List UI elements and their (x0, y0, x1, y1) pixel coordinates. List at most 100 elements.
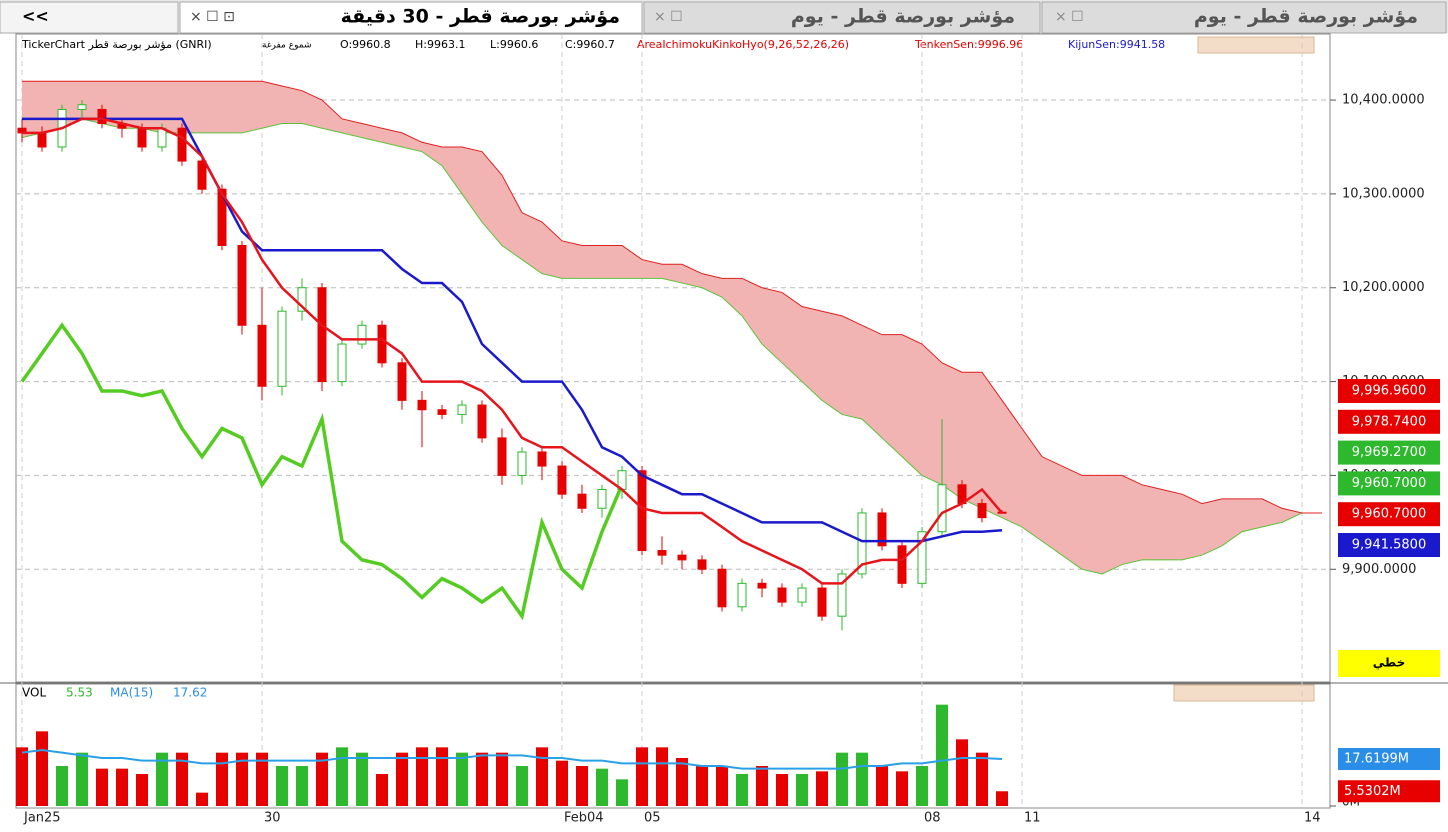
volume-bar (756, 766, 768, 806)
cloud-fill (722, 278, 742, 316)
header-low: L:9960.6 (490, 38, 538, 51)
candle-body (897, 545, 907, 584)
tab-icons: × ☐ (654, 9, 683, 25)
volume-bar (556, 760, 568, 806)
tenkan-line (22, 117, 1003, 585)
candle-body (417, 399, 427, 411)
y-tick-label: 10,400.0000 (1342, 93, 1425, 108)
y-tick-label: 10,300.0000 (1342, 186, 1425, 201)
cloud-fill (1162, 489, 1182, 560)
candle-body (677, 554, 687, 561)
volume-bar (376, 774, 388, 806)
cloud-fill (782, 292, 802, 382)
volume-bar (656, 747, 668, 806)
header-indicator: AreaIchimokuKinkoHyo(9,26,52,26,26) (637, 38, 849, 51)
cloud-fill (122, 81, 142, 129)
tab-active[interactable] (179, 1, 643, 34)
candle-body (977, 503, 987, 519)
candle-body (777, 587, 787, 603)
cloud-fill (1002, 400, 1022, 528)
ma-title: MA(15) (110, 686, 153, 700)
volume-bar (696, 766, 708, 806)
price-panel (15, 33, 1331, 683)
price-label: 9,941.5800 (1352, 538, 1426, 553)
price-label-box (1338, 379, 1440, 403)
cloud-fill (942, 362, 962, 499)
price-label: 9,960.7000 (1352, 507, 1426, 522)
volume-bar (136, 774, 148, 806)
volume-bar (56, 766, 68, 806)
cloud-fill (542, 222, 562, 279)
header-kijun: KijunSen:9941.58 (1068, 38, 1165, 51)
cloud-fill (62, 81, 82, 129)
cloud-fill (342, 118, 362, 138)
cloud-fill (682, 264, 702, 288)
cloud-fill (1202, 498, 1222, 556)
tab-title: مؤشر بورصة قطر - يوم (1194, 6, 1418, 28)
candle-body (577, 493, 587, 509)
volume-bar (16, 747, 28, 806)
volume-bar (416, 747, 428, 806)
vol-value: 5.53 (66, 686, 93, 700)
cloud-fill (1222, 498, 1242, 546)
volume-bar (496, 752, 508, 806)
cloud-fill (922, 344, 942, 485)
cloud-fill (22, 81, 42, 138)
header-high: H:9963.1 (415, 38, 465, 51)
cloud-fill (422, 142, 442, 166)
cloud-fill (222, 81, 242, 133)
cloud-fill (522, 212, 542, 274)
cloud-fill (1182, 494, 1202, 560)
volume-header: VOL 5.53 MA(15) 17.62 (22, 686, 207, 700)
volume-bar (336, 747, 348, 806)
tab-icons: × ☐ ⊡ (190, 9, 235, 25)
candle-body (757, 582, 767, 589)
volume-bar (196, 792, 208, 806)
candle-body (797, 587, 807, 603)
cloud-fill (1142, 484, 1162, 560)
cloud-fill (442, 146, 462, 194)
volume-bar (156, 752, 168, 806)
cloud-fill (102, 81, 122, 129)
cloud-fill (462, 146, 482, 223)
panel-tools[interactable] (1173, 684, 1315, 702)
x-tick-label: Feb04 (564, 811, 604, 826)
y-tick-label: 9,900.0000 (1342, 562, 1416, 577)
y-tick-label: 10,200.0000 (1342, 280, 1425, 295)
volume-bar (176, 752, 188, 806)
candle-body (397, 362, 407, 401)
volume-label: 17.6199M (1344, 752, 1409, 767)
volume-bar (356, 752, 368, 806)
cloud-fill (882, 334, 902, 457)
tab[interactable] (643, 1, 1041, 34)
volume-bar (716, 766, 728, 806)
candle-body (317, 287, 327, 383)
cloud-fill (1062, 466, 1082, 570)
candle-body (137, 127, 147, 148)
volume-bar (816, 771, 828, 806)
x-tick-label: 14 (1304, 811, 1321, 826)
volume-bar (276, 766, 288, 806)
volume-bar (516, 766, 528, 806)
header: TickerChart مؤشر بورصة قطر (GNRI) شموع م… (21, 38, 1165, 51)
cloud-fill (182, 81, 202, 133)
cloud-fill (742, 278, 762, 345)
candle-body (537, 451, 547, 467)
cloud-fill (842, 315, 862, 420)
candle-body (497, 437, 507, 476)
candle-body (937, 484, 947, 533)
tab[interactable] (1041, 1, 1447, 34)
candle-body (237, 245, 247, 326)
candle-body (177, 127, 187, 162)
cloud-fill (1102, 475, 1122, 574)
panel-tools[interactable] (1197, 36, 1315, 54)
candle-body (477, 404, 487, 439)
back-button[interactable] (0, 1, 179, 34)
candle-body (717, 568, 727, 608)
header-tenkan: TenkenSen:9996.96 (914, 38, 1023, 51)
header-style: شموع مفرغة (262, 41, 312, 51)
volume-bar (316, 752, 328, 806)
cloud-fill (482, 151, 502, 246)
candle-body (277, 310, 287, 387)
